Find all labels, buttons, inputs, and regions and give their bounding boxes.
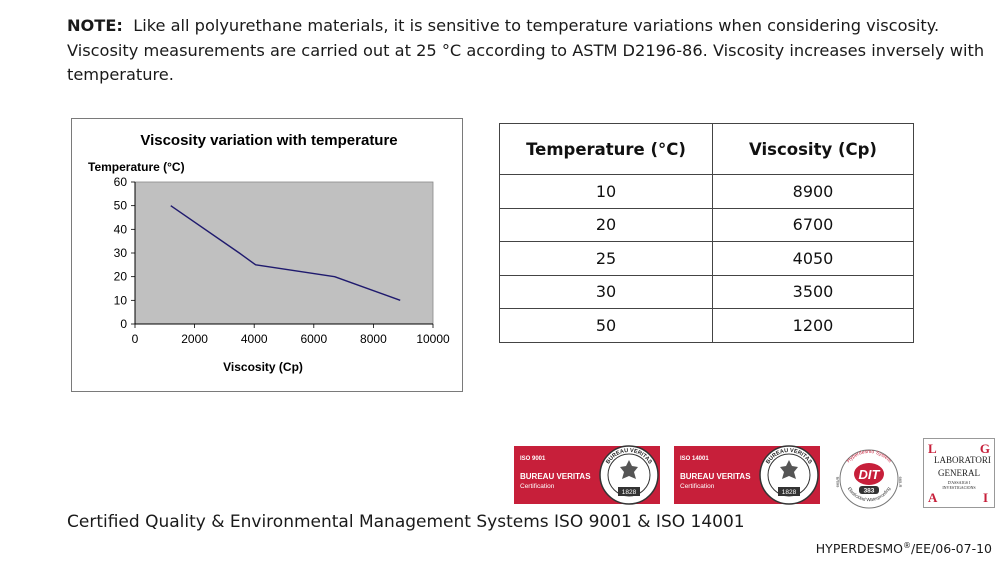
chart-svg: Viscosity variation with temperature Tem… [88,132,450,374]
iso9001-sub: Certification [520,483,555,490]
iso14001-year: 1828 [782,489,797,496]
header-viscosity: Viscosity (Cp) [712,123,914,175]
cell-viscosity: 8900 [712,174,914,209]
ref-code: /EE/06-07-10 [911,541,992,557]
cell-viscosity: 1200 [712,308,914,343]
note-text: Like all polyurethane materials, it is s… [67,16,985,84]
bureau-veritas-seal-icon: BUREAU VERITAS 1828 [759,445,819,505]
x-tick-label: 10000 [416,332,450,346]
dit-left-text: 665/R [835,477,840,488]
lgai-line3: D'ASSAIGS I INVESTIGACIONS [942,480,976,490]
iso14001-standard: ISO 14001 [680,456,709,462]
note-label: NOTE: [67,16,123,35]
dit-badge: Hyperdesmo System Elasticidad Waterproof… [829,446,909,509]
table-row: 25 4050 [499,241,914,276]
table-header-row: Temperature (°C) Viscosity (Cp) [499,123,914,175]
chart-title: Viscosity variation with temperature [140,132,397,149]
y-tick-label: 0 [120,317,127,331]
viscosity-table: Temperature (°C) Viscosity (Cp) 10 8900 … [499,123,914,343]
lgai-letter-i: I [982,490,988,505]
cell-viscosity: 3500 [712,274,914,309]
y-tick-label: 30 [114,246,128,260]
table-row: 30 3500 [499,274,914,309]
ref-brand: HYPERDESMO [815,541,904,557]
x-tick-label: 6000 [300,332,327,346]
series-line [170,205,401,301]
lgai-letter-a: A [928,490,938,505]
dit-number: 383 [864,488,875,495]
x-tick-label: 4000 [241,332,268,346]
viscosity-chart: Viscosity variation with temperature Tem… [71,118,463,392]
document-reference: HYPERDESMO®/EE/06-07-10 [816,541,992,556]
lgai-line2: GENERAL [938,468,980,478]
iso14001-badge: ISO 14001 BUREAU VERITAS Certification B… [674,445,820,505]
bureau-veritas-seal-icon: BUREAU VERITAS 1828 [599,445,659,505]
cell-temperature: 10 [499,174,713,209]
note-paragraph: NOTE: Like all polyurethane materials, i… [67,14,997,88]
y-tick-label: 40 [114,222,128,236]
cell-temperature: 20 [499,207,713,242]
table-row: 50 1200 [499,308,914,343]
y-tick-label: 50 [114,199,128,213]
dit-seal-icon: Hyperdesmo System Elasticidad Waterproof… [835,449,903,509]
certification-statement: Certified Quality & Environmental Manage… [67,512,745,532]
iso14001-body: BUREAU VERITAS [680,472,751,481]
lgai-line1: LABORATORI [934,455,991,465]
dit-right-text: 665-R [898,477,903,488]
table-row: 20 6700 [499,207,914,242]
x-tick-label: 8000 [360,332,387,346]
plot-area [134,181,434,325]
table-row: 10 8900 [499,174,914,209]
y-tick-label: 60 [114,175,128,189]
lgai-badge: L G A I LABORATORI GENERAL D'ASSAIGS I I… [923,438,995,508]
iso9001-body: BUREAU VERITAS [520,472,591,481]
x-tick-label: 0 [132,332,139,346]
chart-y-label: Temperature (°C) [88,160,185,174]
y-tick-label: 20 [114,270,128,284]
cell-temperature: 25 [499,241,713,276]
iso9001-year: 1828 [622,489,637,496]
cell-viscosity: 6700 [712,207,914,242]
cell-viscosity: 4050 [712,241,914,276]
cell-temperature: 50 [499,308,713,343]
lgai-letter-g: G [979,441,990,456]
registered-mark: ® [903,541,912,550]
chart-x-label: Viscosity (Cp) [223,360,303,374]
header-temperature: Temperature (°C) [499,123,713,175]
cell-temperature: 30 [499,274,713,309]
y-tick-label: 10 [114,293,128,307]
iso9001-badge: ISO 9001 BUREAU VERITAS Certification BU… [514,445,660,505]
dit-mark: DIT [859,467,881,482]
iso14001-sub: Certification [680,483,715,490]
x-tick-label: 2000 [181,332,208,346]
lgai-letter-l: L [928,441,937,456]
iso9001-standard: ISO 9001 [520,456,546,462]
